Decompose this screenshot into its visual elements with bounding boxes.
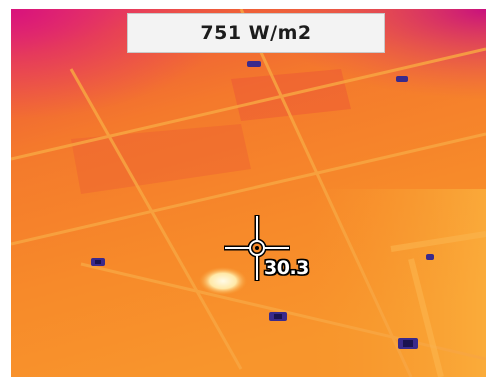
irradiance-label: 751 W/m2 — [127, 13, 385, 53]
thermal-scene — [11, 9, 486, 377]
crosshair-icon — [224, 215, 290, 281]
thermal-image — [11, 9, 486, 377]
spot-temperature: 30.3 — [264, 257, 309, 279]
irradiance-value: 751 W/m2 — [200, 22, 312, 44]
